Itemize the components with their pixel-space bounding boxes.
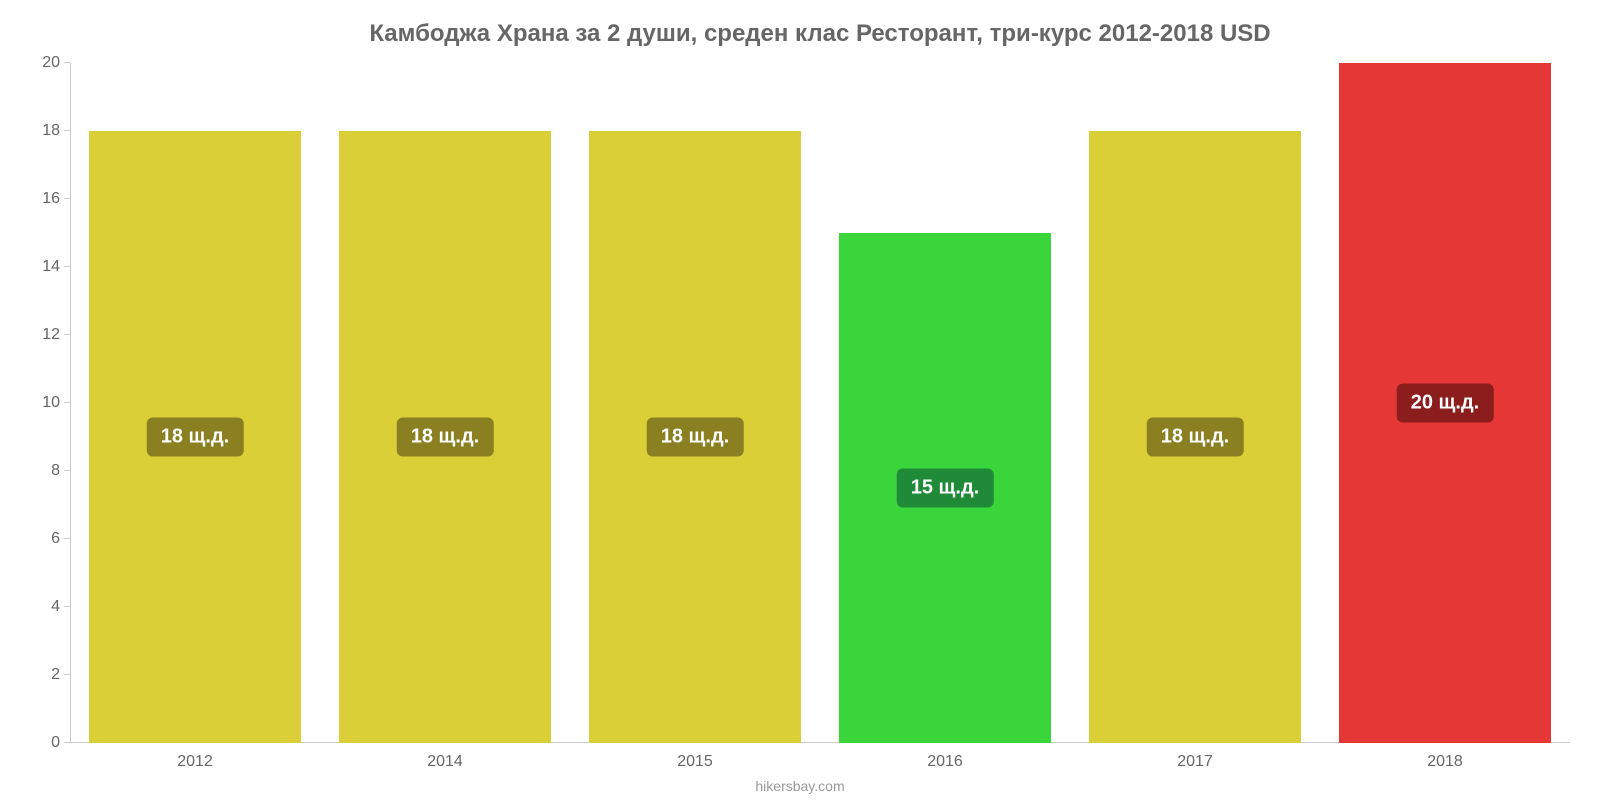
y-tick-mark xyxy=(64,674,70,675)
y-tick-label: 0 xyxy=(51,734,60,752)
x-tick-label: 2012 xyxy=(177,753,213,771)
y-tick-label: 2 xyxy=(51,666,60,684)
bar: 18 щ.д. xyxy=(339,131,552,743)
y-tick-label: 20 xyxy=(42,54,60,72)
plot-area: 02468101214161820 18 щ.д.18 щ.д.18 щ.д.1… xyxy=(70,63,1570,743)
x-tick-label: 2015 xyxy=(677,753,713,771)
y-tick-mark xyxy=(64,198,70,199)
y-tick-label: 18 xyxy=(42,122,60,140)
attribution: hikersbay.com xyxy=(755,778,844,794)
y-axis xyxy=(70,63,71,743)
bar-value-label: 18 щ.д. xyxy=(647,418,744,457)
y-tick-mark xyxy=(64,606,70,607)
y-tick-mark xyxy=(64,402,70,403)
y-tick-mark xyxy=(64,470,70,471)
y-tick-mark xyxy=(64,130,70,131)
bar-value-label: 18 щ.д. xyxy=(1147,418,1244,457)
y-tick-label: 4 xyxy=(51,598,60,616)
chart-container: Камбоджа Храна за 2 души, среден клас Ре… xyxy=(60,20,1580,780)
x-tick-label: 2018 xyxy=(1427,753,1463,771)
chart-title: Камбоджа Храна за 2 души, среден клас Ре… xyxy=(60,20,1580,48)
bar: 20 щ.д. xyxy=(1339,63,1552,743)
y-tick-label: 8 xyxy=(51,462,60,480)
y-tick-label: 6 xyxy=(51,530,60,548)
y-tick-label: 12 xyxy=(42,326,60,344)
y-tick-mark xyxy=(64,62,70,63)
bar: 18 щ.д. xyxy=(89,131,302,743)
y-tick-mark xyxy=(64,334,70,335)
bar-value-label: 18 щ.д. xyxy=(147,418,244,457)
x-tick-label: 2017 xyxy=(1177,753,1213,771)
bar: 15 щ.д. xyxy=(839,233,1052,743)
y-tick-mark xyxy=(64,266,70,267)
y-tick-label: 10 xyxy=(42,394,60,412)
bar: 18 щ.д. xyxy=(1089,131,1302,743)
bar: 18 щ.д. xyxy=(589,131,802,743)
bar-value-label: 15 щ.д. xyxy=(897,469,994,508)
y-tick-label: 14 xyxy=(42,258,60,276)
bar-value-label: 20 щ.д. xyxy=(1397,384,1494,423)
bar-value-label: 18 щ.д. xyxy=(397,418,494,457)
x-tick-label: 2014 xyxy=(427,753,463,771)
y-tick-mark xyxy=(64,538,70,539)
y-tick-label: 16 xyxy=(42,190,60,208)
x-tick-label: 2016 xyxy=(927,753,963,771)
y-tick-mark xyxy=(64,742,70,743)
